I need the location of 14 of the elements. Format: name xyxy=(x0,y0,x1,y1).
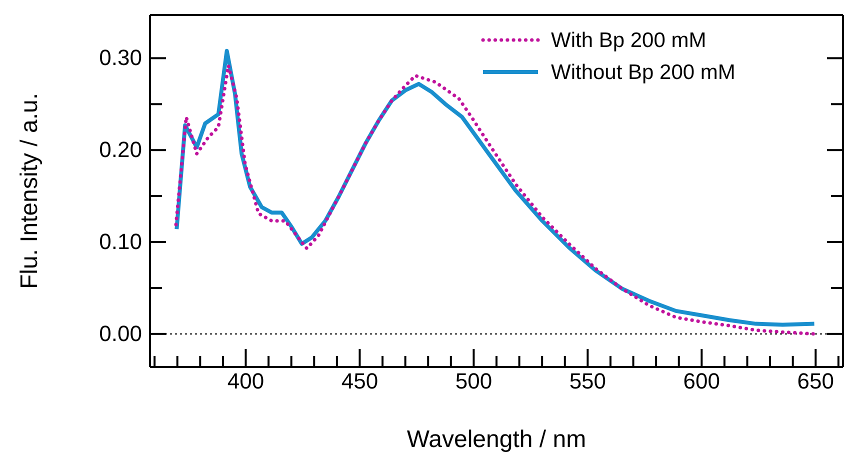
y-tick-label: 0.00 xyxy=(99,320,142,346)
x-axis-title: Wavelength / nm xyxy=(406,426,586,453)
legend-label: With Bp 200 mM xyxy=(551,29,706,52)
x-tick-label: 400 xyxy=(227,368,264,394)
x-tick-label: 600 xyxy=(683,368,720,394)
x-tick-label: 550 xyxy=(569,368,606,394)
y-tick-label: 0.20 xyxy=(99,137,142,162)
y-tick-label: 0.30 xyxy=(99,45,142,70)
legend-label: Without Bp 200 mM xyxy=(551,61,736,84)
x-tick-label: 500 xyxy=(455,368,492,394)
y-axis-title: Flu. Intensity / a.u. xyxy=(16,92,43,290)
y-tick-label: 0.10 xyxy=(99,229,142,254)
x-tick-label: 450 xyxy=(341,368,378,394)
x-tick-label: 650 xyxy=(797,368,834,394)
